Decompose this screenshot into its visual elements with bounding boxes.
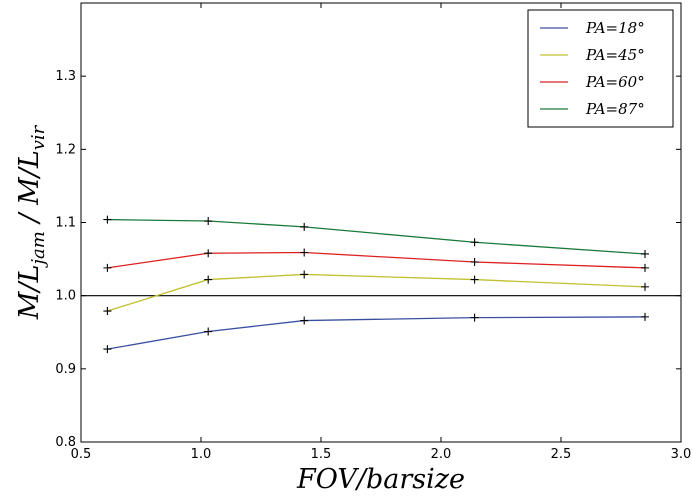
legend-label: PA=18°	[585, 19, 645, 37]
y-axis-title-subscript: jam	[28, 231, 49, 268]
legend-label: PA=60°	[585, 73, 645, 91]
data-point-marker	[300, 270, 309, 279]
series-line	[107, 273, 646, 312]
data-point-marker	[204, 217, 213, 226]
x-tick-label: 2.5	[551, 447, 572, 462]
data-point-marker	[470, 275, 479, 284]
x-tick-label: 3.0	[671, 447, 692, 462]
x-tick-label: 1.5	[311, 447, 332, 462]
data-point-marker	[103, 263, 112, 272]
y-tick-label: 1.3	[55, 69, 76, 84]
data-point-marker	[641, 263, 649, 272]
series-layer	[103, 215, 649, 354]
y-axis-title-text: M/L	[14, 265, 45, 321]
series-group	[103, 270, 649, 316]
x-tick-label: 1.0	[191, 447, 212, 462]
data-point-marker	[204, 327, 213, 336]
y-tick-label: 0.8	[55, 435, 76, 450]
y-tick-label: 1.1	[55, 216, 76, 231]
y-axis-title-subscript: vir	[28, 124, 49, 150]
y-axis-title: M/Ljam / M/Lvir	[14, 124, 49, 320]
x-axis: 0.5 1.0 1.5 2.0 2.5 3.0	[71, 3, 692, 462]
legend-box	[527, 9, 674, 128]
legend: PA=18° PA=45° PA=60° PA=87°	[527, 9, 674, 128]
series-group	[103, 248, 649, 272]
data-point-marker	[300, 316, 309, 325]
data-point-marker	[300, 222, 309, 231]
series-line	[107, 218, 646, 255]
series-group	[103, 215, 649, 258]
data-point-marker	[103, 345, 112, 354]
y-axis-title-text: / M/L	[14, 150, 45, 231]
data-point-marker	[641, 282, 649, 291]
data-point-marker	[470, 313, 479, 322]
data-point-marker	[470, 258, 479, 267]
data-point-marker	[641, 249, 649, 258]
y-axis: 0.8 0.9 1.0 1.1 1.2 1.3	[55, 69, 681, 450]
legend-label: PA=87°	[585, 100, 645, 118]
series-line	[107, 251, 646, 269]
data-point-marker	[103, 307, 112, 316]
data-point-marker	[204, 249, 213, 258]
series-group	[103, 312, 649, 354]
y-tick-label: 1.2	[55, 142, 76, 157]
legend-label: PA=45°	[585, 46, 645, 64]
x-tick-label: 2.0	[431, 447, 452, 462]
y-tick-label: 0.9	[55, 362, 76, 377]
series-line	[107, 316, 646, 350]
data-point-marker	[204, 275, 213, 284]
x-tick-label: 0.5	[71, 447, 92, 462]
data-point-marker	[641, 312, 649, 321]
data-point-marker	[470, 238, 479, 247]
data-point-marker	[300, 248, 309, 257]
data-point-marker	[103, 215, 112, 224]
y-tick-label: 1.0	[55, 289, 76, 304]
x-axis-title: FOV/barsize	[296, 464, 465, 495]
